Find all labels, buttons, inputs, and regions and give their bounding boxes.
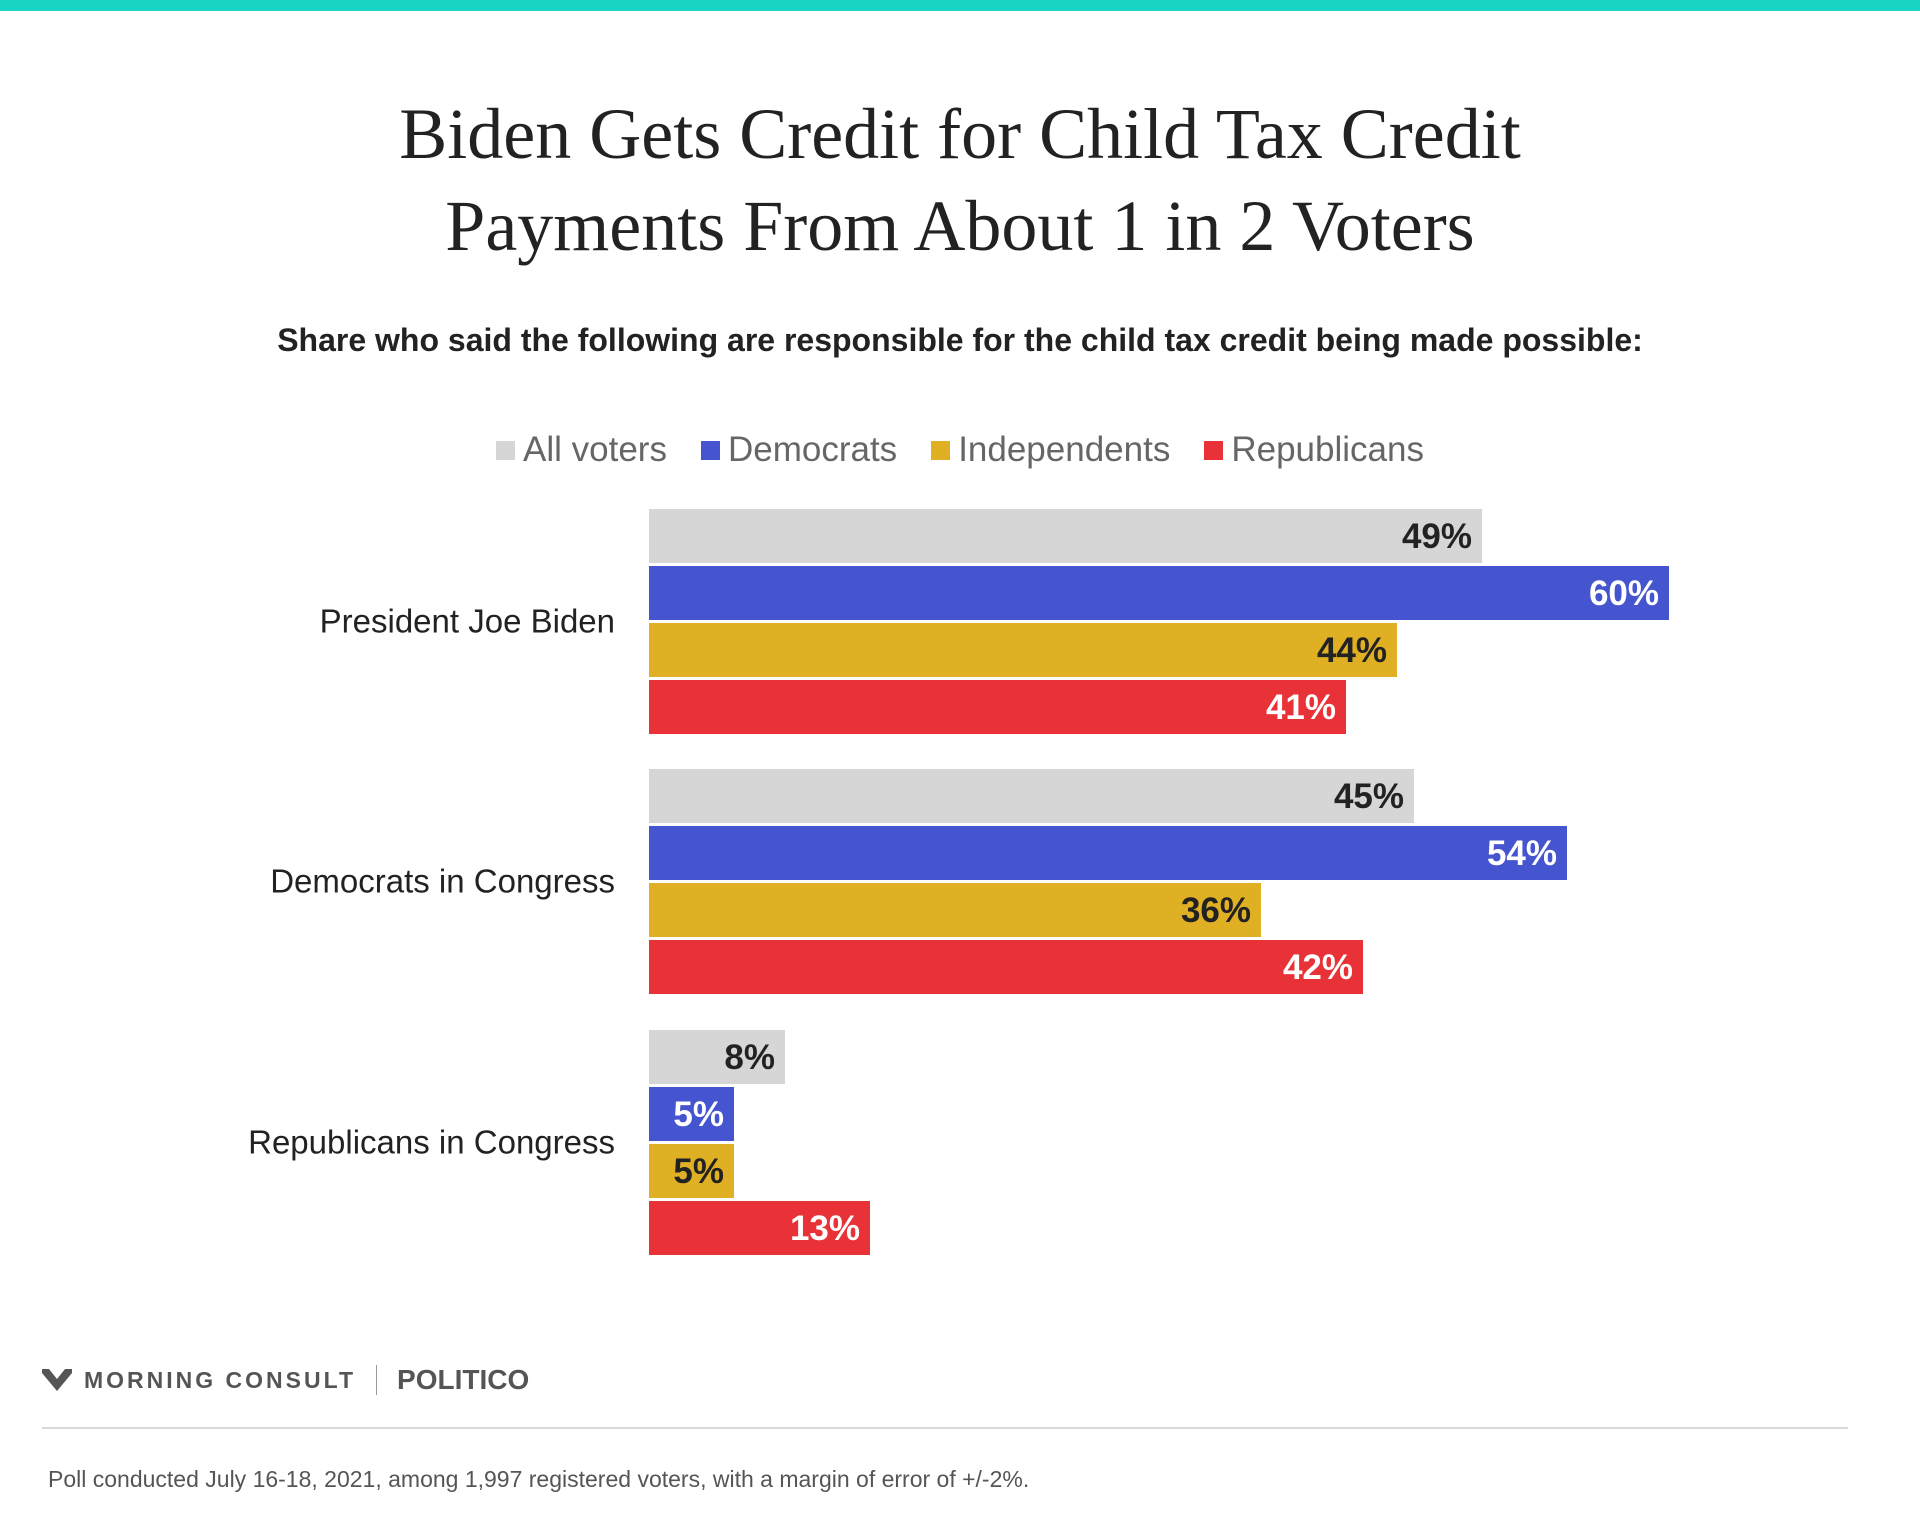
legend-label-republicans: Republicans [1231,430,1424,469]
bar-president-joe-biden-democrats [649,566,1669,620]
bar-president-joe-biden-all-voters [649,509,1482,563]
bar-democrats-in-congress-republicans [649,940,1363,994]
legend-label-all-voters: All voters [523,430,667,469]
bar-republicans-in-congress-republicans [649,1201,870,1255]
legend-item-republicans: Republicans [1204,430,1424,470]
top-accent-bar [0,0,1920,11]
bar-republicans-in-congress-democrats [649,1087,734,1141]
bar-democrats-in-congress-all-voters [649,769,1414,823]
bar-republicans-in-congress-all-voters [649,1030,785,1084]
category-label-republicans-in-congress: Republicans in Congress [248,1124,615,1161]
data-label-democrats-in-congress-democrats: 54% [1487,834,1557,873]
chart-title-line-2: Payments From About 1 in 2 Voters [445,186,1475,266]
morning-consult-logo-icon [42,1369,72,1391]
morning-consult-wordmark: MORNING CONSULT [84,1366,357,1393]
politico-wordmark: POLITICO [397,1364,530,1395]
legend-item-all-voters: All voters [496,430,667,470]
chart-title: Biden Gets Credit for Child Tax Credit P… [0,88,1920,272]
bar-president-joe-biden-independents [649,623,1397,677]
data-label-republicans-in-congress-republicans: 13% [790,1209,860,1248]
legend-item-democrats: Democrats [700,430,898,470]
chart-title-line-1: Biden Gets Credit for Child Tax Credit [399,94,1521,174]
data-label-republicans-in-congress-all-voters: 8% [724,1038,775,1077]
legend-item-independents: Independents [931,430,1170,470]
category-label-democrats-in-congress: Democrats in Congress [270,863,615,900]
branding: MORNING CONSULT POLITICO [42,1362,529,1398]
legend-swatch-independents [931,440,951,460]
data-label-democrats-in-congress-republicans: 42% [1283,948,1353,987]
data-label-democrats-in-congress-independents: 36% [1181,891,1251,930]
data-label-president-joe-biden-independents: 44% [1317,631,1387,670]
chart-subtitle: Share who said the following are respons… [277,322,1643,358]
bar-democrats-in-congress-independents [649,883,1261,937]
legend-label-independents: Independents [958,430,1171,469]
bar-president-joe-biden-republicans [649,680,1346,734]
legend-label-democrats: Democrats [727,430,898,469]
footer-divider [42,1427,1848,1429]
data-label-president-joe-biden-all-voters: 49% [1402,517,1472,556]
footnote: Poll conducted July 16-18, 2021, among 1… [48,1466,1030,1492]
data-label-republicans-in-congress-democrats: 5% [673,1095,724,1134]
data-label-democrats-in-congress-all-voters: 45% [1334,777,1404,816]
legend-swatch-all-voters [496,440,516,460]
bar-democrats-in-congress-democrats [649,826,1567,880]
bar-republicans-in-congress-independents [649,1144,734,1198]
legend: All voters Democrats Independents Republ… [0,430,1920,470]
legend-swatch-democrats [700,440,720,460]
data-label-president-joe-biden-republicans: 41% [1266,688,1336,727]
brand-separator [376,1365,378,1395]
legend-swatch-republicans [1204,440,1224,460]
data-label-president-joe-biden-democrats: 60% [1589,574,1659,613]
data-label-republicans-in-congress-independents: 5% [673,1152,724,1191]
category-label-president-joe-biden: President Joe Biden [320,603,615,640]
